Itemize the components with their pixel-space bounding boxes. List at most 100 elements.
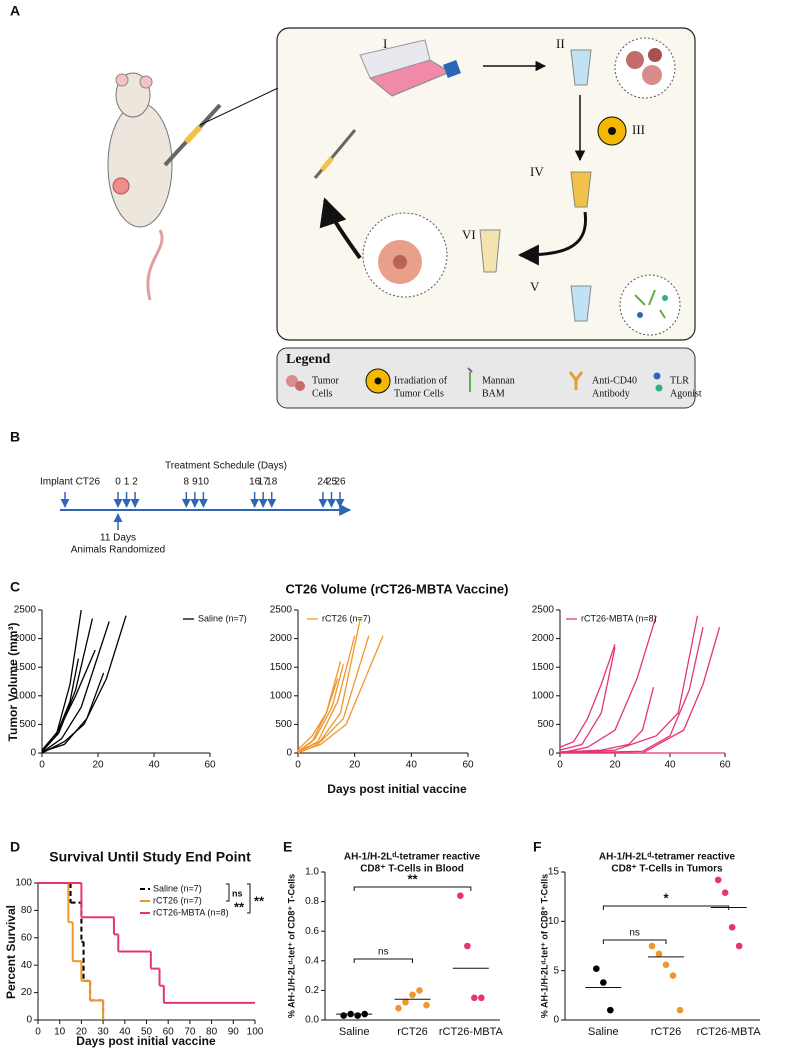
curve: [41, 672, 105, 753]
x-tick-label: 40: [664, 760, 676, 771]
bracket: [226, 883, 230, 902]
schedule-day: 9: [192, 477, 198, 488]
x-tick-label: 60: [462, 760, 474, 771]
x-tick-label: 40: [406, 760, 418, 771]
legend-item: Antibody: [592, 388, 630, 399]
data-point: [669, 972, 677, 979]
y-tick-label: 0.0: [305, 1015, 319, 1026]
step-label: I: [383, 36, 387, 51]
x-tick-label: 70: [184, 1027, 196, 1038]
panel-label: F: [533, 839, 542, 855]
significance: ns: [629, 928, 640, 939]
legend-item: TLR: [670, 375, 689, 386]
data-point: [735, 942, 743, 950]
x-tick-label: 0: [39, 760, 45, 771]
data-point: [714, 876, 722, 884]
legend-label: Saline (n=7): [153, 883, 202, 893]
data-point: [655, 950, 663, 958]
legend-item: Anti-CD40: [592, 375, 637, 386]
curve: [297, 635, 370, 752]
data-point: [607, 1006, 614, 1014]
legend-label: rCT26 (n=7): [153, 895, 202, 905]
data-point: [409, 991, 416, 999]
x-tick-label: 0: [35, 1027, 41, 1038]
x-tick-label: Saline: [588, 1026, 619, 1038]
y-tick-label: 2000: [14, 633, 37, 644]
panel-label: C: [10, 579, 20, 595]
legend-label: rCT26-MBTA (n=8): [581, 613, 657, 623]
x-tick-label: 20: [349, 760, 361, 771]
curve: [559, 615, 699, 754]
data-point: [676, 1006, 684, 1014]
y-tick-label: 2500: [14, 605, 37, 616]
legend-item: Cells: [312, 388, 333, 399]
y-tick-label: 0: [286, 748, 292, 759]
curve: [559, 647, 616, 751]
legend-label: Saline (n=7): [198, 613, 247, 623]
significance: **: [254, 893, 265, 908]
schedule-day: 0: [115, 477, 121, 488]
data-point: [478, 994, 485, 1002]
step-label: VI: [462, 227, 476, 242]
data-point: [395, 1004, 402, 1012]
x-tick-label: 0: [295, 760, 301, 771]
curve: [41, 649, 96, 751]
y-tick-label: 500: [19, 719, 36, 730]
y-axis-label: Percent Survival: [4, 905, 18, 999]
data-point: [354, 1012, 361, 1019]
x-tick-label: 100: [247, 1027, 264, 1038]
y-tick-label: 2500: [532, 605, 555, 616]
schedule-day: 8: [184, 477, 190, 488]
y-axis-label: % AH-1/H-2Lᵈ-tet⁺ of CD8⁺ T-Cells: [286, 874, 296, 1018]
data-point: [721, 889, 729, 897]
y-tick-label: 15: [548, 867, 560, 878]
schedule-start: Implant CT26: [40, 477, 100, 488]
y-tick-label: 1500: [532, 662, 555, 673]
y-tick-label: 500: [275, 719, 292, 730]
y-axis-label: % AH-1/H-2Lᵈ-tet⁺ of CD8⁺ T-Cells: [539, 874, 549, 1018]
data-point: [340, 1012, 347, 1019]
x-tick-label: 60: [163, 1027, 175, 1038]
x-tick-label: 20: [609, 760, 621, 771]
x-tick-label: rCT26: [651, 1026, 682, 1038]
x-tick-label: 40: [119, 1027, 131, 1038]
data-point: [728, 923, 736, 931]
x-axis-label: Days post initial vaccine: [327, 782, 467, 796]
x-tick-label: 60: [204, 760, 216, 771]
y-tick-label: 500: [537, 719, 554, 730]
significance: **: [407, 871, 418, 886]
panel-label: E: [283, 839, 292, 855]
data-point: [416, 987, 423, 994]
curve: [559, 627, 704, 754]
schedule-title: Treatment Schedule (Days): [165, 461, 287, 472]
step-label: II: [556, 36, 565, 51]
data-point: [457, 892, 464, 899]
schedule-note: 11 Days: [100, 533, 136, 544]
y-tick-label: 10: [548, 916, 560, 927]
schedule-day: 25: [326, 477, 338, 488]
chart-title: CD8⁺ T-Cells in Tumors: [611, 864, 723, 875]
schedule-note: Animals Randomized: [71, 545, 166, 556]
y-tick-label: 0: [30, 748, 36, 759]
y-tick-label: 0.8: [305, 896, 319, 907]
legend-title: Legend: [286, 352, 331, 367]
significance: *: [663, 890, 669, 905]
bracket: [602, 905, 730, 910]
y-tick-label: 2500: [270, 605, 293, 616]
y-tick-label: 2000: [532, 633, 555, 644]
panel-label: A: [10, 3, 20, 19]
schedule-day: 26: [334, 477, 346, 488]
step-label: IV: [530, 164, 544, 179]
legend-item: BAM: [482, 388, 505, 399]
data-point: [600, 979, 607, 986]
x-tick-label: 0: [557, 760, 563, 771]
y-tick-label: 100: [15, 878, 32, 889]
curve: [41, 621, 110, 753]
x-tick-label: 60: [719, 760, 731, 771]
x-axis-label: Days post initial vaccine: [76, 1034, 216, 1048]
schedule-day: 2: [132, 477, 138, 488]
significance: ns: [378, 947, 389, 958]
curve: [41, 618, 94, 752]
y-tick-label: 0: [553, 1015, 559, 1026]
